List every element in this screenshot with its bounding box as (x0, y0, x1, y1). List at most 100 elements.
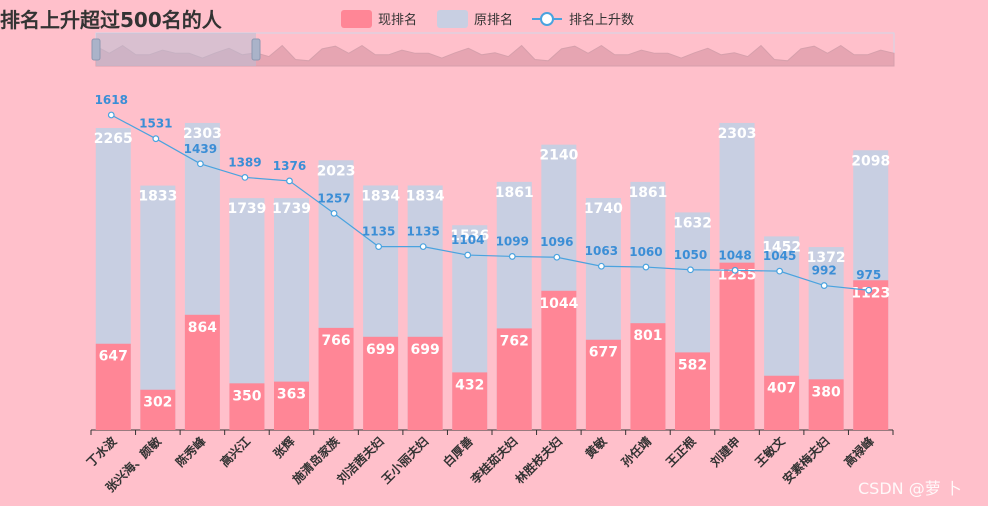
x-tick-label: 林胜枝夫妇 (512, 434, 565, 487)
data-label-rise: 1135 (362, 225, 395, 239)
bar-current[interactable] (229, 383, 265, 430)
data-label-original: 1536 (450, 228, 489, 244)
rise-point[interactable] (375, 243, 383, 251)
data-label-original: 1834 (406, 188, 445, 204)
data-label-rise: 1050 (674, 248, 707, 262)
bar-current[interactable] (95, 343, 131, 430)
x-tick-label: 刘建申 (707, 434, 743, 470)
bar-current[interactable] (407, 336, 443, 430)
rise-point[interactable] (152, 135, 160, 143)
data-label-rise: 1376 (273, 159, 306, 173)
data-label-current: 864 (188, 320, 217, 336)
bar-current[interactable] (719, 262, 755, 430)
rise-point[interactable] (687, 266, 694, 274)
x-tick-label: 丁水波 (83, 433, 120, 470)
legend: 现排名 原排名 排名上升数 (341, 10, 634, 28)
data-label-rise: 1096 (540, 235, 573, 249)
legend-swatch-current (341, 10, 372, 28)
rise-point[interactable] (553, 253, 561, 261)
bar-current[interactable] (452, 372, 488, 430)
data-label-current: 350 (232, 388, 261, 404)
bar-group: 1536 432 白厚善 (440, 225, 489, 470)
bar-group: 1740 677 黄敏 (580, 198, 623, 461)
rise-point[interactable] (464, 251, 472, 259)
data-label-original: 1452 (762, 239, 801, 255)
legend-item-rise[interactable]: 排名上升数 (532, 12, 634, 28)
bar-current[interactable] (318, 327, 354, 430)
rise-line (110, 114, 869, 291)
x-tick-label: 安素梅夫妇 (779, 434, 832, 487)
watermark: CSDN @萝 卜 (858, 479, 962, 498)
data-label-rise: 1618 (95, 93, 128, 107)
bar-current[interactable] (184, 314, 220, 430)
bar-group: 1739 350 高兴江 (217, 198, 266, 470)
data-label-original: 1861 (495, 185, 534, 201)
rise-point[interactable] (865, 286, 873, 294)
data-label-current: 1255 (718, 268, 757, 284)
x-tick-label: 高兴江 (217, 434, 253, 470)
bar-current[interactable] (764, 375, 800, 430)
datazoom-handle-right[interactable] (251, 38, 261, 61)
bar-current[interactable] (363, 336, 399, 430)
legend-label-current: 现排名 (378, 12, 417, 28)
data-label-original: 1739 (227, 201, 266, 217)
data-label-original: 2303 (718, 126, 757, 142)
rise-point[interactable] (286, 177, 293, 185)
legend-marker-rise (540, 12, 554, 26)
rise-point[interactable] (642, 263, 650, 271)
rise-point[interactable] (731, 266, 739, 274)
data-label-rise: 1135 (406, 225, 439, 239)
rise-point[interactable] (776, 267, 784, 275)
datazoom-selected-range[interactable] (96, 33, 256, 66)
datazoom-slider[interactable] (91, 32, 895, 67)
bar-current[interactable] (541, 290, 577, 430)
data-label-rise: 975 (856, 268, 881, 282)
rise-point[interactable] (107, 111, 115, 119)
bar-current[interactable] (496, 328, 532, 430)
bar-current[interactable] (630, 323, 666, 430)
x-tick-label: 王正根 (663, 434, 699, 470)
data-label-rise: 1257 (317, 191, 350, 205)
data-label-rise: 1099 (496, 234, 529, 248)
bar-current[interactable] (140, 389, 176, 430)
x-tick-label: 王小丽夫妇 (378, 434, 431, 487)
legend-item-original[interactable]: 原排名 (437, 10, 513, 28)
bar-group: 2303 864 陈秀峰 (172, 122, 222, 470)
legend-item-current[interactable]: 现排名 (341, 10, 417, 28)
datazoom-handle-left[interactable] (91, 38, 101, 61)
legend-label-rise: 排名上升数 (569, 12, 634, 28)
data-label-original: 1861 (628, 185, 667, 201)
bar-original[interactable] (140, 185, 176, 430)
data-label-original: 2265 (94, 131, 133, 147)
data-label-original: 1739 (272, 201, 311, 217)
data-label-rise: 1063 (585, 244, 618, 258)
data-label-rise: 1439 (184, 142, 217, 156)
data-label-rise: 1104 (451, 233, 484, 247)
rise-point[interactable] (419, 243, 427, 251)
bar-current[interactable] (585, 339, 621, 430)
rise-point[interactable] (508, 253, 516, 260)
bar-current[interactable] (274, 381, 309, 430)
x-tick-label: 李桂茹夫妇 (467, 434, 521, 488)
x-tick-label: 高禄峰 (841, 433, 878, 470)
data-label-original: 1833 (138, 189, 177, 205)
x-tick-label: 施清岛家族 (289, 433, 343, 487)
data-label-original: 1632 (673, 215, 712, 231)
bar-group: 1861 801 孙任靖 (618, 181, 667, 470)
x-tick-label: 黄敏 (582, 433, 610, 461)
bar-current[interactable] (675, 352, 710, 430)
x-tick-label: 孙任靖 (618, 434, 654, 470)
data-label-current: 699 (411, 342, 440, 358)
bar-current[interactable] (853, 280, 889, 430)
rise-point[interactable] (241, 174, 249, 181)
data-label-original: 2303 (183, 126, 222, 142)
rise-point[interactable] (330, 209, 338, 217)
rise-point[interactable] (820, 282, 828, 289)
data-label-current: 582 (678, 357, 707, 373)
rise-point[interactable] (597, 262, 605, 270)
bar-group: 1372 380 安素梅夫妇 (779, 247, 846, 487)
rise-point[interactable] (196, 160, 204, 168)
bar-current[interactable] (808, 379, 844, 430)
